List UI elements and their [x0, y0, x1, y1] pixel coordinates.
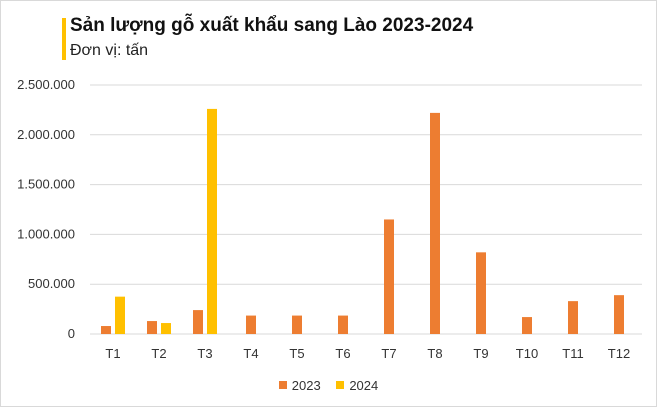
x-tick-label: T1: [105, 346, 120, 361]
legend-swatch: [278, 381, 287, 389]
y-tick-label: 0: [68, 326, 75, 341]
y-tick-label: 1.500.000: [17, 177, 75, 192]
bar-2023-T11: [568, 301, 578, 334]
bar-2023-T12: [614, 295, 624, 334]
legend: 2023 2024: [1, 377, 656, 393]
x-tick-label: T3: [197, 346, 212, 361]
y-tick-label: 2.500.000: [17, 77, 75, 92]
bar-2024-T3: [207, 108, 217, 335]
y-tick-label: 1.000.000: [17, 226, 75, 241]
bar-2023-T10: [522, 317, 532, 334]
bar-2023-T4: [246, 315, 256, 334]
chart-subtitle: Đơn vị: tấn: [70, 42, 149, 59]
bar-2024-T2: [161, 323, 171, 334]
legend-item-2024: 2024: [336, 378, 378, 393]
x-tick-label: T10: [516, 346, 538, 361]
legend-swatch: [336, 381, 345, 389]
chart-title: Sản lượng gỗ xuất khẩu sang Lào 2023-202…: [70, 15, 474, 36]
x-tick-label: T6: [335, 346, 350, 361]
bar-2023-T5: [292, 315, 302, 334]
x-tick-label: T12: [608, 346, 630, 361]
bar-2023-T3: [193, 310, 203, 334]
bar-2023-T6: [338, 315, 348, 334]
x-tick-label: T7: [381, 346, 396, 361]
title-accent-bar: [62, 18, 66, 60]
y-tick-label: 2.000.000: [17, 127, 75, 142]
x-tick-label: T11: [562, 346, 583, 361]
legend-label: 2023: [291, 377, 321, 393]
bar-2024-T1: [115, 296, 125, 334]
bar-2023-T9: [476, 252, 486, 334]
x-tick-label: T9: [473, 346, 488, 361]
x-tick-label: T8: [427, 346, 442, 361]
y-tick-label: 500.000: [28, 276, 75, 291]
bar-2023-T7: [384, 219, 394, 334]
bar-2023-T2: [147, 321, 157, 334]
x-tick-label: T2: [151, 346, 166, 361]
bar-2023-T1: [101, 326, 111, 334]
legend-label: 2024: [349, 377, 379, 393]
bar-2023-T8: [430, 112, 440, 334]
x-tick-label: T5: [289, 346, 304, 361]
legend-item-2023: 2023: [278, 377, 321, 393]
x-tick-label: T4: [243, 346, 258, 361]
